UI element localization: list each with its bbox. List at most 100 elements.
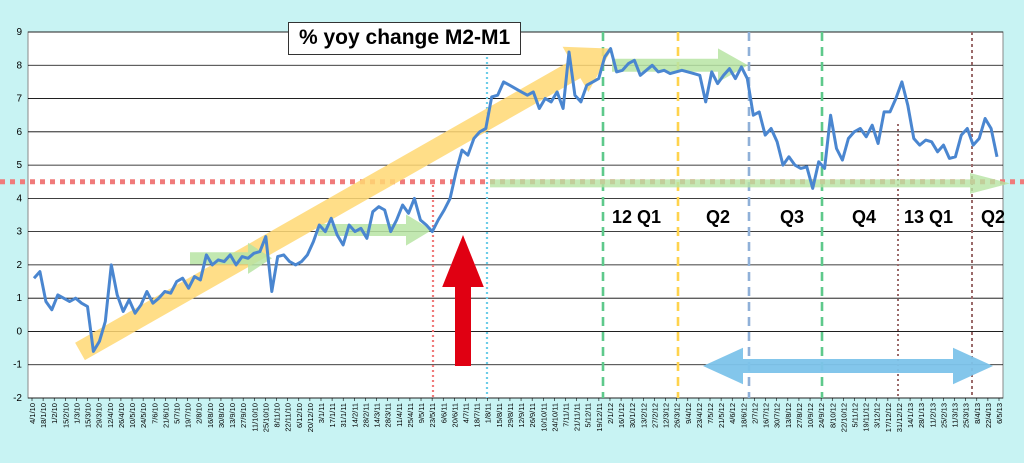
x-tick-label: 30/7/12 [773,403,782,428]
x-tick-label: 23/5/11 [428,403,437,427]
x-tick-label: 12/9/11 [517,403,526,427]
x-tick-label: 6/5/13 [995,403,1004,424]
x-tick-label: 1/3/10 [72,403,81,424]
flat-arrow [318,214,432,246]
x-tick-label: 25/4/11 [406,403,415,427]
x-tick-label: 15/2/10 [61,403,70,428]
trend-arrow [75,46,613,361]
x-tick-label: 9/4/12 [684,403,693,424]
x-tick-label: 31/1/11 [339,403,348,427]
x-tick-label: 28/2/11 [361,403,370,427]
quarter-label: Q4 [852,207,876,227]
x-tick-label: 13/9/10 [228,403,237,428]
x-tick-label: 17/1/11 [328,403,337,427]
x-tick-label: 11/2/13 [928,403,937,427]
x-tick-label: 5/12/11 [584,403,593,427]
y-tick-label: 1 [16,293,22,304]
x-tick-label: 3/1/11 [317,403,326,423]
x-tick-label: 24/9/12 [817,403,826,428]
x-tick-label: 13/8/12 [784,403,793,428]
quarter-label: Q2 [706,207,730,227]
x-tick-label: 29/8/11 [506,403,515,427]
x-tick-label: 27/2/12 [650,403,659,428]
x-tick-label: 7/6/10 [150,403,159,424]
x-tick-label: 8/11/10 [273,403,282,427]
x-tick-label: 4/7/11 [461,403,470,423]
chart-title: % yoy change M2-M1 [288,22,522,55]
x-tick-label: 22/11/10 [284,403,293,432]
x-tick-label: 10/9/12 [806,403,815,428]
x-tick-label: 18/1/10 [39,403,48,428]
x-tick-label: 10/10/11 [539,403,548,432]
x-tick-label: 21/5/12 [717,403,726,428]
y-tick-label: 3 [16,227,22,238]
red-up-arrow [442,235,484,366]
x-tick-label: 28/3/11 [384,403,393,427]
x-tick-label: 26/9/11 [528,403,537,427]
x-tick-label: 27/9/10 [239,403,248,428]
y-tick-label: 0 [16,326,22,337]
y-axis-ticks: -2 -1 0 1 2 3 4 5 6 7 8 9 [13,27,22,404]
y-tick-label: -1 [13,360,22,371]
x-tick-label: 1/2/10 [50,403,59,424]
y-tick-label: 5 [16,160,22,171]
x-tick-label: 26/4/10 [117,403,126,428]
x-tick-label: 29/3/10 [95,403,104,428]
x-tick-label: 21/6/10 [161,403,170,428]
x-tick-label: 15/3/10 [84,403,93,428]
y-tick-label: 8 [16,60,22,71]
x-tick-label: 1/8/11 [484,403,493,423]
flat-arrow [490,173,1010,194]
x-axis-ticks: 4/1/10 18/1/10 1/2/10 15/2/10 1/3/10 15/3/10 2… [28,398,1004,432]
x-tick-label: 2/8/10 [195,403,204,424]
x-tick-label: 19/12/11 [595,403,604,432]
quarter-label: Q2 [981,207,1005,227]
x-tick-label: 6/6/11 [439,403,448,423]
x-tick-label: 8/4/13 [973,403,982,424]
y-tick-label: 6 [16,127,22,138]
y-tick-label: 2 [16,260,22,271]
x-tick-label: 16/8/10 [206,403,215,428]
x-tick-label: 23/4/12 [695,403,704,428]
x-tick-label: 10/5/10 [128,403,137,428]
x-tick-label: 24/10/11 [550,403,559,432]
x-tick-label: 11/10/10 [250,403,259,432]
x-tick-label: 18/7/11 [473,403,482,427]
x-tick-label: 20/12/10 [306,403,315,432]
x-tick-label: 6/12/10 [295,403,304,428]
x-tick-label: 12/3/12 [662,403,671,428]
y-tick-label: 4 [16,193,22,204]
x-tick-label: 5/11/12 [851,403,860,427]
x-tick-label: 2/1/12 [606,403,615,424]
y-tick-label: 7 [16,94,22,105]
series-line [32,47,999,353]
x-tick-label: 3/12/12 [873,403,882,428]
x-tick-label: 17/12/12 [884,403,893,432]
x-tick-label: 14/3/11 [373,403,382,427]
x-tick-label: 21/11/11 [573,403,582,431]
quarter-label: 13 Q1 [904,207,953,227]
x-tick-label: 26/3/12 [673,403,682,428]
x-tick-label: 2/7/12 [750,403,759,424]
x-tick-label: 7/11/11 [562,403,571,427]
x-tick-label: 20/6/11 [450,403,459,427]
x-tick-label: 22/10/12 [839,403,848,432]
x-tick-label: 27/8/12 [795,403,804,428]
x-tick-label: 4/1/10 [28,403,37,424]
x-tick-label: 15/8/11 [495,403,504,427]
x-tick-label: 11/3/13 [951,403,960,427]
x-tick-label: 9/5/11 [417,403,426,423]
x-tick-label: 14/2/11 [350,403,359,427]
x-tick-label: 8/10/12 [828,403,837,428]
x-tick-label: 16/1/12 [617,403,626,428]
x-tick-label: 7/5/12 [706,403,715,424]
x-tick-label: 25/2/13 [939,403,948,428]
x-tick-label: 25/10/10 [261,403,270,432]
x-tick-label: 22/4/13 [984,403,993,428]
quarter-label: Q3 [780,207,804,227]
x-tick-label: 13/2/12 [639,403,648,428]
flat-arrow [612,48,748,83]
x-tick-label: 5/7/10 [172,403,181,424]
x-tick-label: 19/11/12 [862,403,871,432]
